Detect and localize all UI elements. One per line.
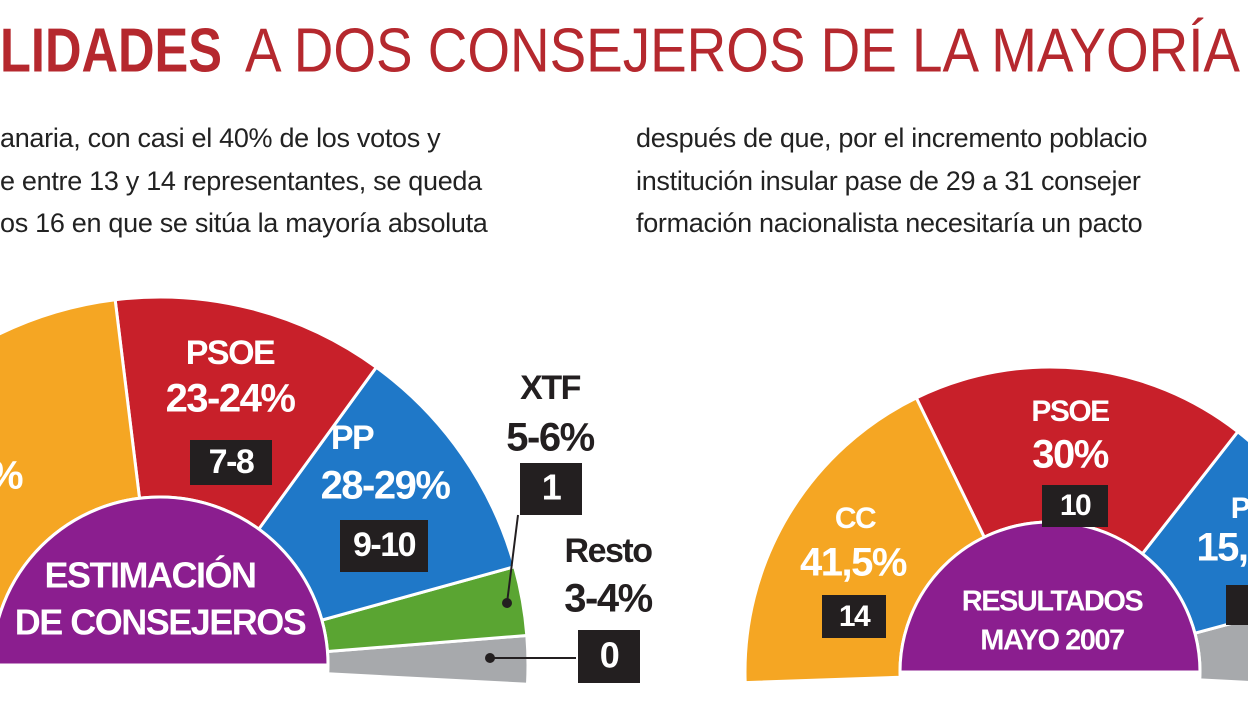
party-pct: 3-4% <box>564 577 652 621</box>
title: A DOS CONSEJEROS DE LA MAYORÍA <box>245 16 1241 85</box>
center-label: ESTIMACIÓN <box>44 554 255 596</box>
seat-box <box>1226 585 1248 625</box>
party-pct: 41,5% <box>800 541 907 585</box>
center-label: DE CONSEJEROS <box>15 602 306 643</box>
party-seats: 9-10 <box>353 526 416 564</box>
title-bold: LIDADES <box>0 16 222 85</box>
center-label: RESULTADOS <box>962 586 1144 618</box>
seat-box <box>1042 485 1108 527</box>
party-seats: 10 <box>1060 489 1091 522</box>
semicircles <box>0 295 1248 686</box>
intro-right: después de que, por el incremento poblac… <box>636 123 1147 153</box>
leader-dot <box>485 653 495 663</box>
intro-right: formación nacionalista necesitaría un pa… <box>636 208 1142 238</box>
party-name: P <box>1231 492 1248 525</box>
party-name: PSOE <box>186 334 275 372</box>
party-pct: 28-29% <box>321 464 451 508</box>
leader-dot <box>502 598 512 608</box>
party-pct: 30% <box>1032 433 1108 477</box>
party-pct: % <box>0 454 23 498</box>
party-name: PSOE <box>1031 395 1109 428</box>
party-name: PP <box>331 419 374 457</box>
party-seats: 1 <box>542 467 562 508</box>
party-name: Resto <box>565 532 653 570</box>
seat-box <box>340 520 428 572</box>
party-pct: 15, <box>1196 526 1247 570</box>
party-name: XTF <box>520 369 580 407</box>
seat-box <box>822 595 886 638</box>
intro-left: e entre 13 y 14 representantes, se queda <box>0 166 483 196</box>
intro-right: institución insular pase de 29 a 31 cons… <box>636 166 1141 196</box>
center-label: MAYO 2007 <box>980 625 1124 657</box>
center-semicircle <box>0 495 330 667</box>
party-seats: 0 <box>600 635 619 676</box>
party-seats: 14 <box>839 600 871 633</box>
seat-box <box>578 630 640 683</box>
intro-left: anaria, con casi el 40% de los votos y <box>0 123 441 153</box>
party-pct: 23-24% <box>166 377 296 421</box>
leader-line <box>506 514 519 604</box>
party-name: CC <box>835 502 876 535</box>
party-pct: 5-6% <box>506 416 594 460</box>
seat-box <box>190 440 272 485</box>
seat-box <box>520 463 582 515</box>
intro-left: os 16 en que se sitúa la mayoría absolut… <box>0 208 489 238</box>
party-seats: 7-8 <box>209 443 254 481</box>
